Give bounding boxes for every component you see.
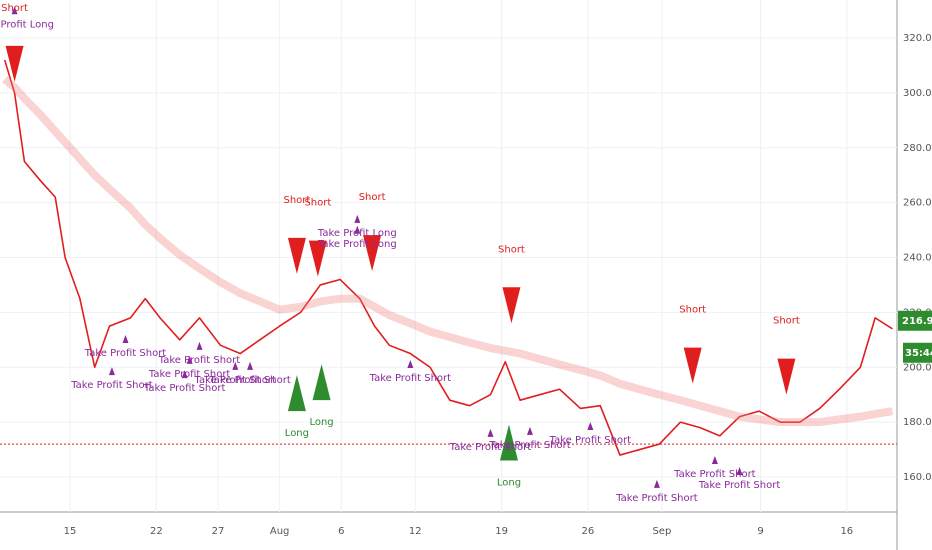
signal-marker [312,364,331,401]
timer-label: 35:44 [905,348,932,359]
signal-marker [287,237,306,274]
signal-marker [526,426,533,435]
signal-marker [653,479,660,488]
signal-label: Take Profit Long [0,19,54,30]
signal-marker [232,361,239,370]
signal-label: Short [304,198,331,209]
signal-label: Take Profit Short [70,380,153,391]
signal-label: Short [498,244,525,255]
x-tick-label: Sep [652,526,671,537]
y-tick-label: 200.00 [903,362,932,373]
signal-marker [736,466,743,475]
last-price-label: 216.95 [902,316,932,327]
signal-marker [247,361,254,370]
signal-marker [777,358,796,395]
signal-marker [108,367,115,376]
y-tick-label: 320.00 [903,33,932,44]
signal-marker [502,287,521,324]
signal-label: Long [309,417,333,428]
signal-label: Take Profit Short [194,375,277,386]
signal-label: Short [283,195,310,206]
y-tick-label: 260.00 [903,198,932,209]
y-tick-label: 300.00 [903,88,932,99]
signal-label: Take Profit Short [449,442,532,453]
signal-marker [711,455,718,464]
y-tick-label: 160.00 [903,472,932,483]
signal-marker [499,424,518,461]
signal-label: Take Profit Short [148,369,231,380]
signal-marker [683,347,702,384]
signal-marker [196,341,203,350]
signal-label: Short [359,192,386,203]
signal-label: Take Profit Short [615,493,698,504]
signal-label: Take Profit Short [208,375,291,386]
signal-marker [587,421,594,430]
signal-label: Take Profit Short [698,480,781,491]
y-tick-label: 240.00 [903,253,932,264]
signal-marker [363,235,382,272]
signal-marker [487,428,494,437]
last-price-tag [898,310,932,331]
x-tick-label: 9 [757,526,763,537]
signal-label: Take Profit Short [549,435,632,446]
signal-label: Short [773,316,800,327]
signal-marker [186,355,193,364]
signal-label: Short [679,305,706,316]
x-tick-label: 16 [840,526,853,537]
signal-label: Take Profit Long [317,239,397,250]
signal-marker [11,6,18,15]
signal-label: Take Profit Short [369,373,452,384]
signal-marker [308,240,327,277]
signal-marker [181,370,188,379]
timer-tag [903,342,932,363]
ema-band [2,76,894,427]
y-tick-label: 180.00 [903,417,932,428]
signal-label: Take Profit Short [143,383,226,394]
signal-label: Take Profit Short [488,440,571,451]
y-tick-label: 280.00 [903,143,932,154]
x-tick-label: 27 [212,526,225,537]
signal-label: Take Profit Short [84,348,167,359]
x-tick-label: 26 [582,526,595,537]
x-tick-label: 12 [409,526,422,537]
x-tick-label: 15 [64,526,77,537]
signal-marker [354,225,361,234]
signal-label: Long [497,478,521,489]
signal-marker [5,45,24,82]
signal-label: Take Profit Short [673,469,756,480]
signal-label: Take Profit Short [158,355,241,366]
signal-marker [354,214,361,223]
signal-marker [122,334,129,343]
x-tick-label: 19 [495,526,508,537]
signal-marker [407,359,414,368]
x-tick-label: 6 [338,526,344,537]
signal-marker [287,375,306,412]
x-tick-label: 22 [150,526,163,537]
signal-label: Long [285,428,309,439]
price-line [3,59,893,456]
x-tick-label: Aug [270,526,290,537]
